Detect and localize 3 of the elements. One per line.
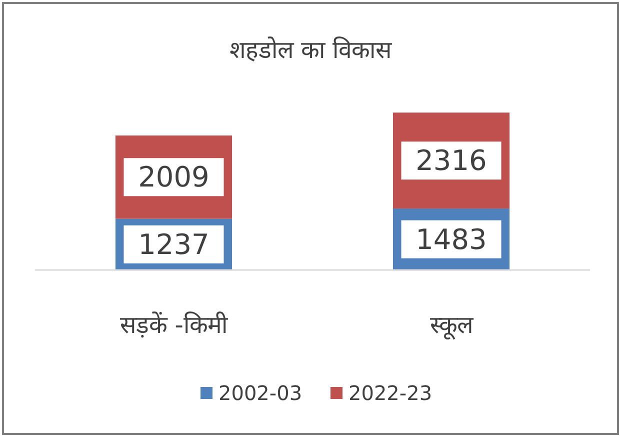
title: शहडोल का विकास (229, 36, 392, 64)
legend-label: 2002-03 (218, 381, 302, 405)
legend-label: 2022-23 (348, 381, 432, 405)
